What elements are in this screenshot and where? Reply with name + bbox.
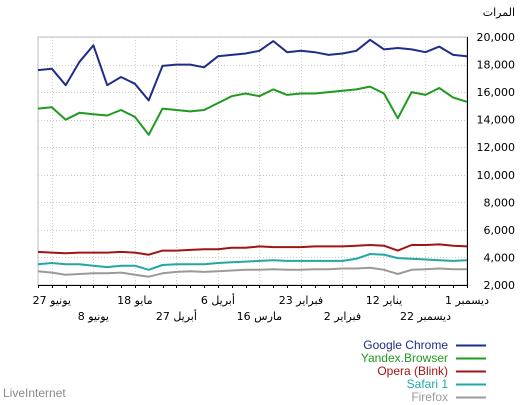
y-tick-label: 20,000 xyxy=(477,31,516,44)
x-tick-label: 23 فبراير xyxy=(279,294,323,307)
y-tick-label: 8,000 xyxy=(484,196,516,209)
footer-brand: LiveInternet xyxy=(3,386,66,400)
legend-label: Google Chrome xyxy=(363,338,448,352)
x-tick-label: 27 أبريل xyxy=(156,309,197,323)
series-lines xyxy=(37,38,468,278)
y-tick-label: 14,000 xyxy=(477,114,516,127)
legend-label: Safari 1 xyxy=(407,377,449,391)
y-tick-label: 16,000 xyxy=(477,86,516,99)
x-tick-label: 8 يونيو xyxy=(78,310,109,323)
x-tick-label: 1 ديسمبر xyxy=(445,294,489,307)
y-tick-label: 10,000 xyxy=(477,169,516,182)
x-tick-label: 18 مايو xyxy=(117,294,153,307)
legend-label: Opera (Blink) xyxy=(377,364,448,378)
x-tick-label: 22 ديسمبر xyxy=(400,310,451,323)
x-tick-label: 27 يونيو xyxy=(33,294,71,307)
y-tick-label: 6,000 xyxy=(484,224,516,237)
y-tick-label: 2,000 xyxy=(484,279,516,292)
y-axis-label: المرات xyxy=(483,6,515,19)
grid xyxy=(37,36,468,286)
y-tick-label: 4,000 xyxy=(484,251,516,264)
y-tick-label: 12,000 xyxy=(477,141,516,154)
plot-area xyxy=(37,36,468,286)
series-line-firefox xyxy=(37,266,467,278)
x-tick-label: 12 يناير xyxy=(366,294,402,307)
series-line-yandex-browser xyxy=(37,85,468,136)
axes xyxy=(38,37,468,288)
series-line-opera-blink xyxy=(37,243,468,256)
series-line-google-chrome xyxy=(37,38,468,102)
series-line-safari-1 xyxy=(37,253,468,271)
legend-label: Yandex.Browser xyxy=(361,351,448,365)
x-tick-label: 6 أبريل xyxy=(201,293,235,307)
y-tick-labels: 2,000 4,000 6,000 8,000 10,000 12,000 14,000 16… xyxy=(477,31,516,292)
x-tick-label: 2 فبراير xyxy=(324,310,361,323)
legend-label: Firefox xyxy=(411,390,448,404)
y-tick-label: 18,000 xyxy=(477,59,516,72)
x-tick-label: 16 مارس xyxy=(237,310,283,323)
